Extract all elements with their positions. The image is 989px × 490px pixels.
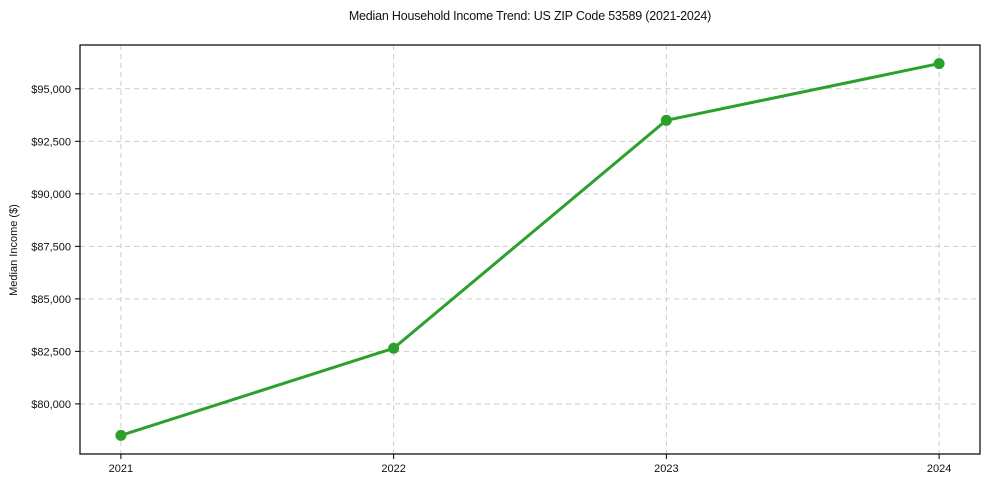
x-tick-label: 2023 [654,463,678,475]
y-tick-label: $87,500 [31,241,71,253]
y-tick-label: $90,000 [31,189,71,201]
data-point-marker [115,429,127,441]
x-tick-label: 2024 [927,463,951,475]
data-point-marker [933,58,945,70]
series-line [119,62,941,437]
chart-title: Median Household Income Trend: US ZIP Co… [348,9,712,23]
plot-border [79,44,981,455]
y-tick-label: $85,000 [31,294,71,306]
y-tick-label: $80,000 [31,399,71,411]
data-point-marker [660,114,672,126]
y-tick-label: $82,500 [31,346,71,358]
y-tick-label: $92,500 [31,136,71,148]
y-tick-label: $95,000 [31,84,71,96]
x-tick-label: 2021 [109,463,133,475]
y-axis-label: Median Income ($) [8,204,20,296]
data-point-marker [388,342,400,354]
x-tick-label: 2022 [381,463,405,475]
